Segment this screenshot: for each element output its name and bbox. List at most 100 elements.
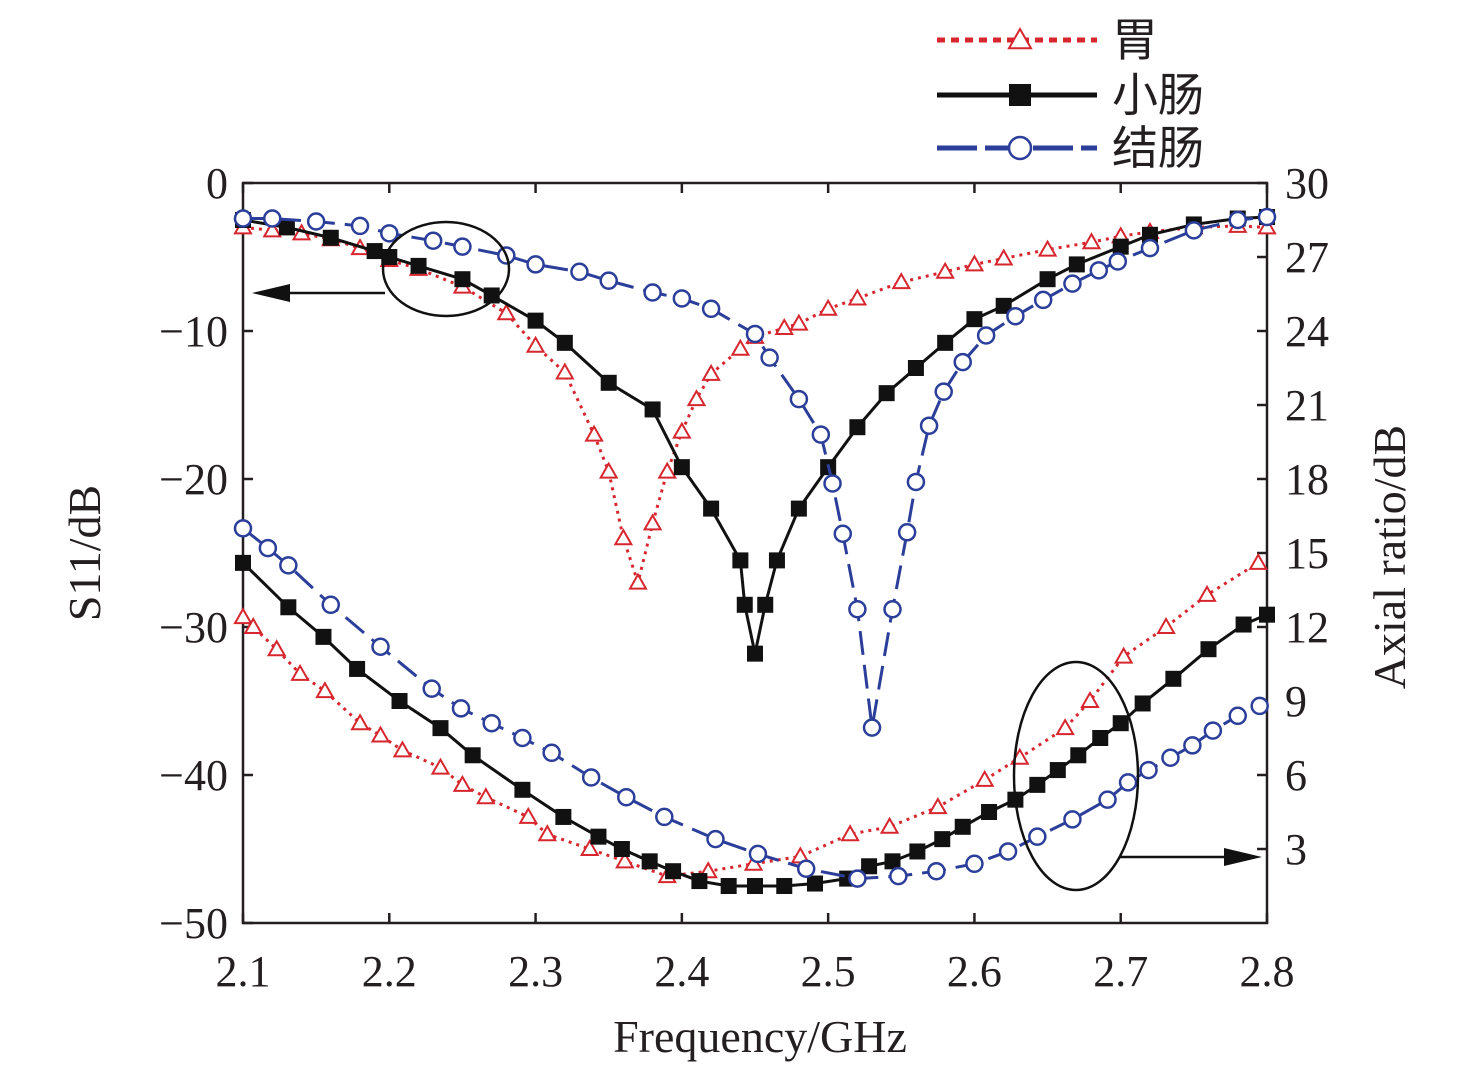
legend-item: 结肠: [937, 123, 1204, 174]
circle-marker: [451, 699, 471, 718]
square-marker: [768, 552, 785, 569]
circle-marker: [1098, 790, 1117, 809]
circle-marker: [321, 595, 341, 615]
legend-item: 胃: [937, 15, 1158, 66]
square-marker: [732, 552, 749, 569]
circle-marker: [976, 326, 996, 345]
legend-label: 结肠: [1112, 123, 1204, 174]
triangle-marker: [598, 461, 619, 479]
y-tick-label-left: −10: [159, 307, 228, 356]
series-axial-ratio: [235, 554, 1275, 894]
square-marker: [432, 720, 449, 737]
circle-marker: [233, 519, 253, 538]
circle-marker: [1140, 238, 1160, 258]
circle-marker: [906, 472, 926, 492]
square-marker: [673, 459, 690, 476]
circle-marker: [1033, 290, 1053, 310]
triangle-marker: [1055, 718, 1075, 736]
circle-marker: [1007, 135, 1033, 161]
square-marker: [1200, 641, 1217, 658]
triangle-marker: [243, 616, 263, 634]
square-marker: [349, 660, 366, 677]
x-tick-label: 2.3: [508, 947, 563, 996]
series-line: [243, 215, 1268, 728]
square-marker: [849, 419, 866, 436]
circle-marker: [919, 416, 939, 435]
y-tick-label-right: 27: [1285, 233, 1329, 282]
x-tick-label: 2.6: [947, 947, 1002, 996]
circle-marker: [1257, 207, 1277, 227]
triangle-marker: [392, 740, 413, 758]
triangle-marker: [847, 288, 868, 306]
x-tick-label: 2.1: [216, 947, 271, 996]
triangle-marker: [993, 248, 1014, 266]
y-tick-label-right: 18: [1285, 455, 1329, 504]
x-tick-label: 2.5: [801, 947, 856, 996]
circle-marker: [263, 209, 282, 228]
triangle-marker: [701, 363, 721, 381]
triangle-marker: [315, 681, 335, 699]
plot-frame: [241, 181, 1269, 925]
circle-marker: [380, 224, 399, 243]
square-marker: [613, 841, 630, 857]
triangle-marker: [642, 513, 663, 531]
circle-marker: [258, 538, 278, 558]
square-marker: [280, 599, 297, 616]
y-tick-label-right: 6: [1285, 751, 1307, 800]
series-line: [242, 215, 1268, 654]
square-marker: [1112, 238, 1129, 255]
circle-marker: [1028, 827, 1047, 846]
square-marker: [907, 360, 924, 376]
triangle-marker: [615, 851, 635, 869]
left-arrowhead: [252, 284, 290, 302]
triangle-marker: [672, 421, 692, 439]
square-marker: [1235, 616, 1252, 633]
circle-marker: [1006, 306, 1025, 326]
circle-marker: [748, 844, 768, 864]
triangle-marker: [964, 254, 985, 272]
right-axis-ellipse: [1012, 660, 1140, 892]
circle-marker: [1108, 252, 1128, 271]
circle-marker: [1161, 748, 1180, 767]
annotations: [252, 220, 1262, 892]
legend-label: 胃: [1112, 15, 1158, 66]
circle-marker: [1250, 696, 1269, 716]
square-marker: [1049, 762, 1066, 779]
square-marker: [1029, 776, 1046, 793]
circle-marker: [1118, 773, 1138, 792]
series-s11: [233, 215, 1277, 590]
circle-marker: [934, 382, 953, 401]
circle-marker: [453, 237, 472, 256]
y-tick-label-right: 9: [1285, 677, 1307, 726]
triangle-marker: [266, 639, 287, 657]
circle-marker: [889, 866, 908, 886]
square-marker: [235, 554, 251, 571]
triangle-marker: [789, 313, 809, 331]
triangle-marker: [686, 389, 707, 407]
triangle-marker: [537, 824, 557, 842]
square-marker: [1141, 226, 1158, 243]
square-marker: [366, 243, 383, 260]
triangle-marker: [935, 261, 955, 279]
triangle-marker: [1248, 552, 1268, 570]
square-marker: [861, 858, 878, 875]
circle-marker: [760, 348, 779, 367]
circle-marker: [811, 425, 831, 444]
legend-item: 小肠: [937, 70, 1204, 121]
circle-marker: [526, 255, 545, 274]
square-marker: [454, 271, 471, 288]
circle-marker: [1228, 210, 1247, 230]
square-marker: [391, 693, 408, 709]
series-line: [242, 224, 1268, 589]
triangle-marker: [974, 769, 995, 787]
triangle-marker: [233, 607, 253, 625]
circle-marker: [833, 524, 853, 544]
circle-marker: [927, 861, 946, 881]
triangle-marker: [518, 806, 538, 824]
circle-marker: [350, 216, 370, 236]
square-marker: [1112, 715, 1129, 732]
circle-marker: [643, 283, 662, 302]
circle-marker: [789, 389, 809, 409]
y-tick-label-right: 12: [1285, 603, 1329, 652]
